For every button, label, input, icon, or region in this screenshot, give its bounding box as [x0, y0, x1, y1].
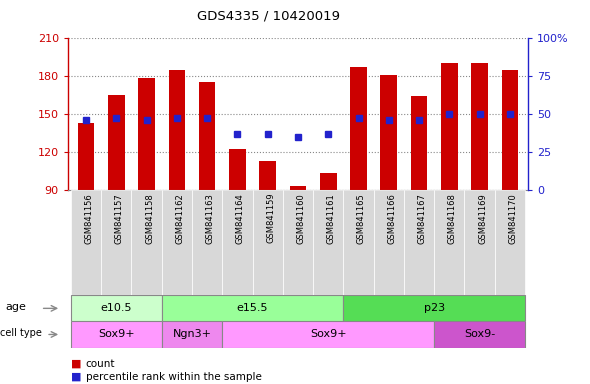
Bar — [162, 295, 343, 321]
Text: GSM841164: GSM841164 — [236, 193, 245, 243]
Text: GSM841163: GSM841163 — [205, 193, 215, 244]
Bar — [464, 190, 495, 295]
Bar — [138, 78, 155, 190]
Bar — [169, 70, 185, 190]
Bar — [502, 70, 518, 190]
Bar — [199, 82, 215, 190]
Bar — [71, 190, 101, 295]
Text: ■: ■ — [71, 372, 81, 382]
Bar — [229, 149, 245, 190]
Text: percentile rank within the sample: percentile rank within the sample — [86, 372, 261, 382]
Bar — [404, 190, 434, 295]
Bar — [343, 295, 525, 321]
Text: Sox9+: Sox9+ — [310, 329, 346, 339]
Text: GSM841156: GSM841156 — [84, 193, 93, 243]
Bar — [411, 96, 427, 190]
Bar — [162, 190, 192, 295]
Text: cell type: cell type — [0, 328, 42, 338]
Bar — [101, 190, 132, 295]
Bar — [434, 321, 525, 348]
Text: ■: ■ — [71, 359, 81, 369]
Bar — [283, 190, 313, 295]
Bar — [222, 321, 434, 348]
Bar — [441, 63, 458, 190]
Text: p23: p23 — [424, 303, 445, 313]
Bar — [290, 186, 306, 190]
Bar — [260, 161, 276, 190]
Text: GSM841159: GSM841159 — [266, 193, 275, 243]
Text: age: age — [5, 302, 27, 312]
Bar — [434, 190, 464, 295]
Bar — [192, 190, 222, 295]
Text: count: count — [86, 359, 115, 369]
Bar — [350, 67, 367, 190]
Bar — [78, 123, 94, 190]
Text: GSM841160: GSM841160 — [296, 193, 306, 243]
Text: GSM841168: GSM841168 — [448, 193, 457, 244]
Text: GSM841162: GSM841162 — [175, 193, 184, 243]
Bar — [71, 295, 162, 321]
Text: e15.5: e15.5 — [237, 303, 268, 313]
Bar — [71, 321, 162, 348]
Text: GSM841158: GSM841158 — [145, 193, 154, 243]
Text: GSM841165: GSM841165 — [357, 193, 366, 243]
Text: GSM841167: GSM841167 — [418, 193, 427, 244]
Text: Sox9+: Sox9+ — [98, 329, 135, 339]
Text: GSM841157: GSM841157 — [115, 193, 124, 243]
Bar — [373, 190, 404, 295]
Bar — [320, 173, 336, 190]
Text: GSM841170: GSM841170 — [509, 193, 517, 243]
Bar — [343, 190, 373, 295]
Text: GSM841166: GSM841166 — [387, 193, 396, 244]
Text: e10.5: e10.5 — [100, 303, 132, 313]
Bar — [108, 95, 124, 190]
Text: Sox9-: Sox9- — [464, 329, 495, 339]
Bar — [132, 190, 162, 295]
Text: GSM841169: GSM841169 — [478, 193, 487, 243]
Text: Ngn3+: Ngn3+ — [172, 329, 211, 339]
Bar — [495, 190, 525, 295]
Bar — [222, 190, 253, 295]
Bar — [313, 190, 343, 295]
Bar — [381, 74, 397, 190]
Text: GSM841161: GSM841161 — [327, 193, 336, 243]
Bar — [253, 190, 283, 295]
Bar — [471, 63, 488, 190]
Text: GDS4335 / 10420019: GDS4335 / 10420019 — [197, 10, 340, 23]
Bar — [162, 321, 222, 348]
